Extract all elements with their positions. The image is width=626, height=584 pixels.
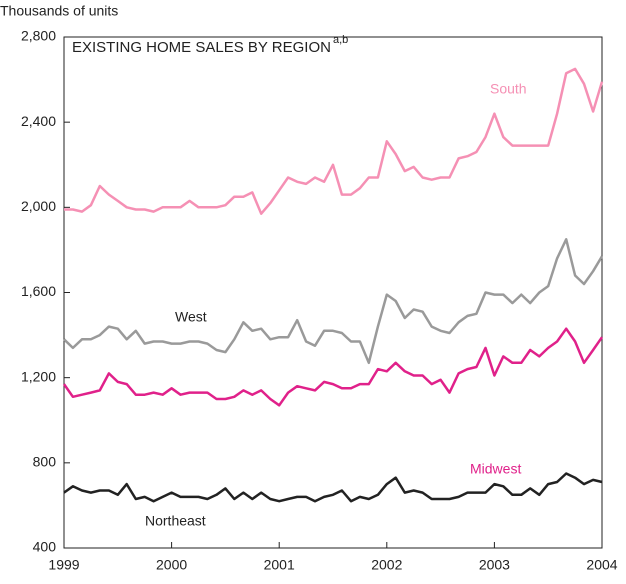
y-tick-label: 2,000 xyxy=(21,198,56,214)
x-tick-label: 2001 xyxy=(264,557,295,573)
series-label: South xyxy=(490,81,527,97)
x-tick-label: 2004 xyxy=(586,557,617,573)
series-line xyxy=(62,327,604,407)
y-tick-label: 800 xyxy=(33,454,57,470)
y-tick-label: 400 xyxy=(33,539,57,555)
x-tick-label: 1999 xyxy=(48,557,79,573)
title-superscript: a,b xyxy=(333,34,348,46)
series-line xyxy=(63,238,604,365)
y-tick-label: 1,600 xyxy=(21,283,56,299)
y-axis-label: Thousands of units xyxy=(0,3,118,19)
x-tick-label: 2000 xyxy=(156,557,187,573)
y-tick-label: 2,400 xyxy=(21,113,56,129)
series-label: West xyxy=(175,309,207,325)
x-tick-label: 2002 xyxy=(371,557,402,573)
series-line xyxy=(64,67,604,215)
y-tick-label: 2,800 xyxy=(21,28,56,44)
x-tick-label: 2003 xyxy=(479,557,510,573)
series-label: Northeast xyxy=(145,513,206,529)
y-tick-label: 1,200 xyxy=(21,368,56,384)
series-line xyxy=(63,472,603,503)
series-label: Midwest xyxy=(470,461,521,477)
chart-title: EXISTING HOME SALES BY REGION xyxy=(72,39,331,56)
